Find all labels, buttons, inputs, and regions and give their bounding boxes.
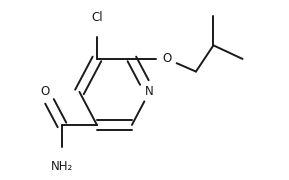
Text: O: O [40,86,49,98]
Text: O: O [162,52,171,66]
Text: Cl: Cl [91,11,103,24]
Text: N: N [145,86,154,98]
Text: NH₂: NH₂ [51,160,73,173]
